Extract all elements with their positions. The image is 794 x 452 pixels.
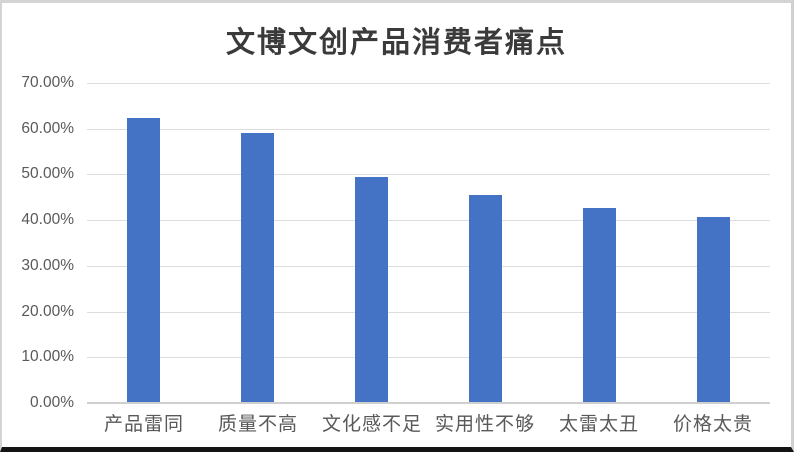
gridline [87,83,770,84]
gridline [87,357,770,359]
chart-title: 文博文创产品消费者痛点 [225,25,567,59]
gridline [87,128,770,130]
x-axis-category-label: 产品雷同 [103,413,184,435]
y-axis-tick-label: 60.00% [21,119,74,137]
gridline [87,220,770,222]
bar-4 [469,195,502,402]
bar-2 [241,133,274,402]
x-axis-category-label: 质量不高 [217,413,298,435]
y-axis-tick-label: 30.00% [21,256,74,274]
bar-1 [127,118,160,402]
y-axis-tick-label: 20.00% [21,302,74,320]
y-axis-tick-label: 0.00% [30,394,74,411]
bar-5 [583,208,616,402]
y-axis-tick-label: 40.00% [21,211,74,229]
y-axis-tick-label: 50.00% [21,165,74,183]
x-axis-category-label: 太雷太丑 [558,413,639,435]
bar-6 [697,217,730,402]
bar-3 [355,177,388,402]
x-axis-line [87,402,770,404]
y-axis-tick-label: 10.00% [21,348,74,366]
gridline [87,311,770,313]
x-axis-category-label: 实用性不够 [434,413,535,435]
gridline [87,265,770,267]
x-axis-category-label: 文化感不足 [321,413,422,435]
gridline [87,174,770,176]
y-axis-tick-label: 70.00% [21,74,74,91]
x-axis-category-label: 价格太贵 [672,413,753,435]
